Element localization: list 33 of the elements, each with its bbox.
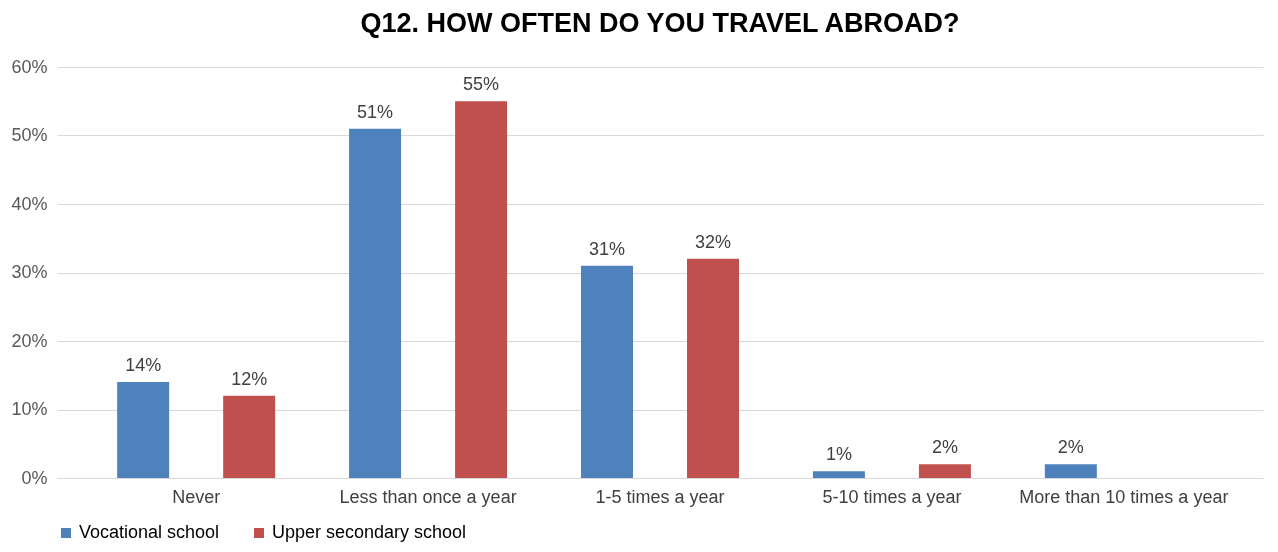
bar <box>455 101 508 478</box>
y-tick-label: 40% <box>11 193 48 214</box>
x-tick-label: 1-5 times a year <box>595 486 725 507</box>
y-tick-label: 30% <box>11 262 48 282</box>
y-tick-label: 50% <box>11 125 48 145</box>
chart-title: Q12. HOW OFTEN DO YOU TRAVEL ABROAD? <box>360 8 960 38</box>
x-tick-label: More than 10 times a year <box>1019 486 1229 507</box>
data-label: 31% <box>588 238 625 259</box>
y-tick-label: 10% <box>11 399 48 419</box>
y-tick-label: 20% <box>11 330 48 351</box>
y-tick-label: 0% <box>21 467 48 488</box>
x-tick-label: Never <box>172 486 221 507</box>
legend-label: Upper secondary school <box>272 522 467 542</box>
data-label: 2% <box>1057 437 1084 458</box>
bar <box>812 471 865 478</box>
x-tick-label: Less than once a year <box>339 486 517 507</box>
bar <box>117 382 170 478</box>
bar <box>918 464 971 478</box>
x-tick-label: 5-10 times a year <box>822 486 962 507</box>
data-label: 2% <box>931 437 958 458</box>
data-label: 51% <box>357 101 394 122</box>
data-label: 55% <box>463 74 500 95</box>
data-label: 12% <box>231 368 268 389</box>
data-label: 32% <box>695 231 732 252</box>
y-tick-label: 60% <box>11 56 48 77</box>
bar <box>1044 464 1097 478</box>
bar <box>687 258 740 478</box>
data-label: 14% <box>125 355 162 376</box>
bar <box>580 265 633 478</box>
bar <box>223 395 276 478</box>
legend-label: Vocational school <box>79 522 220 542</box>
data-label: 1% <box>825 444 852 465</box>
bar <box>349 128 402 478</box>
